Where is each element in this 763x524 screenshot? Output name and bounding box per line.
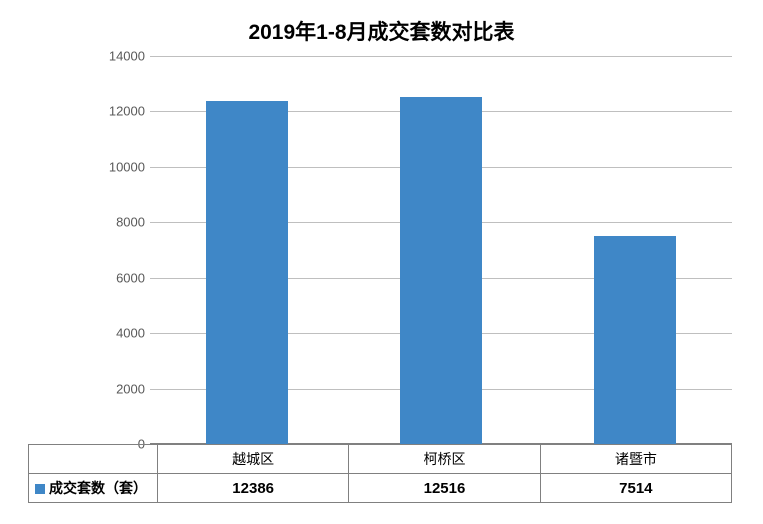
series-header-empty xyxy=(29,445,158,474)
series-name-cell: 成交套数（套） xyxy=(29,474,158,503)
y-tick-label: 10000 xyxy=(85,159,145,174)
plot-area xyxy=(150,56,732,444)
y-tick-label: 4000 xyxy=(85,326,145,341)
y-tick-label: 2000 xyxy=(85,381,145,396)
y-tick-label: 14000 xyxy=(85,49,145,64)
y-tick-label: 8000 xyxy=(85,215,145,230)
category-cell: 诸暨市 xyxy=(540,445,731,474)
y-tick-label: 12000 xyxy=(85,104,145,119)
bar xyxy=(594,236,675,444)
category-cell: 越城区 xyxy=(158,445,349,474)
value-cell: 12516 xyxy=(349,474,540,503)
chart-container: 2019年1-8月成交套数对比表 02000400060008000100001… xyxy=(0,0,763,524)
legend-marker-icon xyxy=(35,484,45,494)
chart-data-table: 越城区柯桥区诸暨市 成交套数（套） 12386125167514 xyxy=(28,444,732,503)
category-row: 越城区柯桥区诸暨市 xyxy=(29,445,732,474)
series-name-label: 成交套数（套） xyxy=(49,480,147,496)
gridline xyxy=(150,56,732,57)
value-cell: 7514 xyxy=(540,474,731,503)
bar xyxy=(206,101,287,444)
value-row: 成交套数（套） 12386125167514 xyxy=(29,474,732,503)
bar xyxy=(400,97,481,444)
y-tick-label: 6000 xyxy=(85,270,145,285)
category-cell: 柯桥区 xyxy=(349,445,540,474)
chart-title: 2019年1-8月成交套数对比表 xyxy=(0,16,763,46)
value-cell: 12386 xyxy=(158,474,349,503)
